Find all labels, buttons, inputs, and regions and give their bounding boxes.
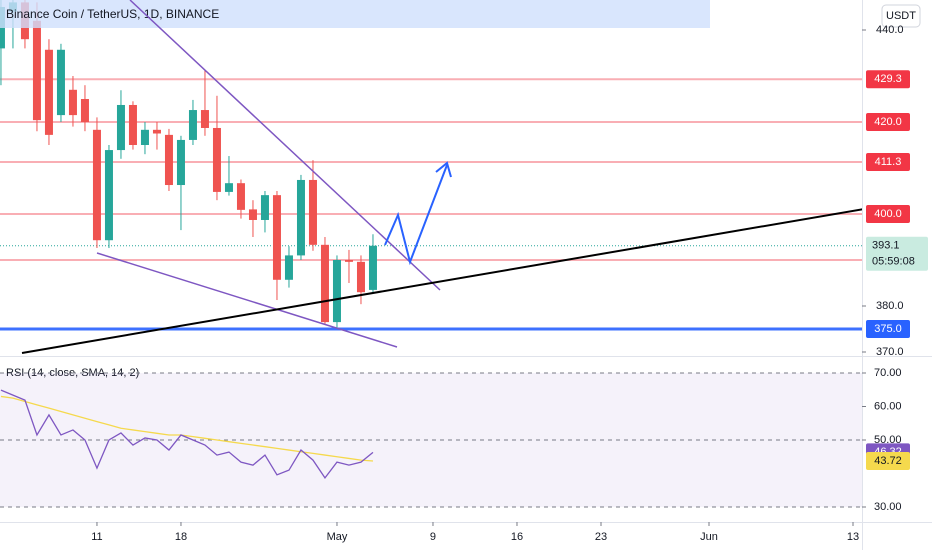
candle-body [224, 183, 233, 192]
candle-body [260, 195, 269, 220]
rsi-tick-label: 60.00 [874, 400, 902, 412]
projection-arrow [384, 164, 448, 266]
x-tick-label: May [327, 531, 348, 543]
x-tick-label: 18 [175, 531, 187, 543]
rsi-value-box [866, 452, 910, 471]
candle-body [80, 98, 89, 122]
x-tick-label: Jun [700, 531, 718, 543]
candle-body [92, 129, 101, 241]
level-label-box [866, 205, 910, 224]
candle-body [128, 104, 137, 145]
trend-line [129, 0, 441, 291]
candle-body [272, 195, 281, 280]
rsi-line [0, 389, 374, 479]
candles [0, 0, 377, 329]
candle-body [152, 129, 161, 134]
x-tick-label: 11 [91, 531, 102, 543]
level-label-box [866, 112, 910, 131]
rsi-sma-line [0, 395, 374, 462]
chart-title: Binance Coin / TetherUS, 1D, BINANCE [6, 7, 219, 21]
level-label: 400.0 [874, 208, 902, 220]
candle-body [116, 104, 125, 151]
x-tick-label: 9 [430, 531, 436, 543]
last-price-box [866, 236, 928, 271]
candle-body [140, 129, 149, 145]
last-price-label: 393.1 [872, 240, 900, 252]
candle-body [212, 127, 221, 192]
rsi-tick-label: 30.00 [874, 501, 902, 513]
candle-body [44, 49, 53, 135]
countdown: 05:59:08 [872, 256, 915, 268]
candle-body [368, 245, 377, 290]
y-tick-label: 380.0 [876, 300, 904, 312]
candle-body [200, 110, 209, 128]
y-tick-label: 440.0 [876, 24, 904, 36]
level-label: 420.0 [874, 116, 902, 128]
arrow-head [435, 161, 452, 178]
candle-body [104, 150, 113, 241]
title-bar [0, 0, 710, 28]
candle-body [296, 179, 305, 256]
level-label: 375.0 [874, 323, 902, 335]
rsi-value-label: 43.72 [874, 455, 902, 467]
y-tick-label: 370.0 [876, 346, 904, 358]
candle-body [284, 255, 293, 280]
candle-body [176, 139, 185, 186]
candle-body [356, 261, 365, 293]
candle-body [344, 260, 353, 262]
trend-line [21, 208, 862, 354]
x-tick-label: 23 [595, 531, 607, 543]
level-label: 429.3 [874, 73, 902, 85]
candle-body [320, 244, 329, 323]
candle-body [332, 260, 341, 323]
rsi-tick-label: 50.00 [874, 434, 902, 446]
drawings [21, 0, 862, 354]
candle-body [236, 183, 245, 210]
currency-button[interactable] [881, 4, 921, 28]
x-tick-label: 13 [847, 531, 859, 543]
candle-body [308, 179, 317, 245]
candle-body [68, 89, 77, 116]
trend-line [96, 252, 398, 348]
currency[interactable]: USDT [886, 10, 916, 22]
candle-body [56, 49, 65, 116]
price-pane [0, 0, 862, 331]
candle-body [32, 20, 41, 121]
rsi-band [0, 373, 862, 507]
candle-body [164, 134, 173, 186]
x-tick-label: 16 [511, 531, 523, 543]
candle-body [188, 110, 197, 140]
level-label: 411.3 [875, 156, 902, 168]
candle-body [248, 209, 257, 220]
level-label-box [866, 320, 910, 339]
level-label-box [866, 70, 910, 89]
rsi-tick-label: 70.00 [874, 367, 902, 379]
level-label-box [866, 153, 910, 172]
